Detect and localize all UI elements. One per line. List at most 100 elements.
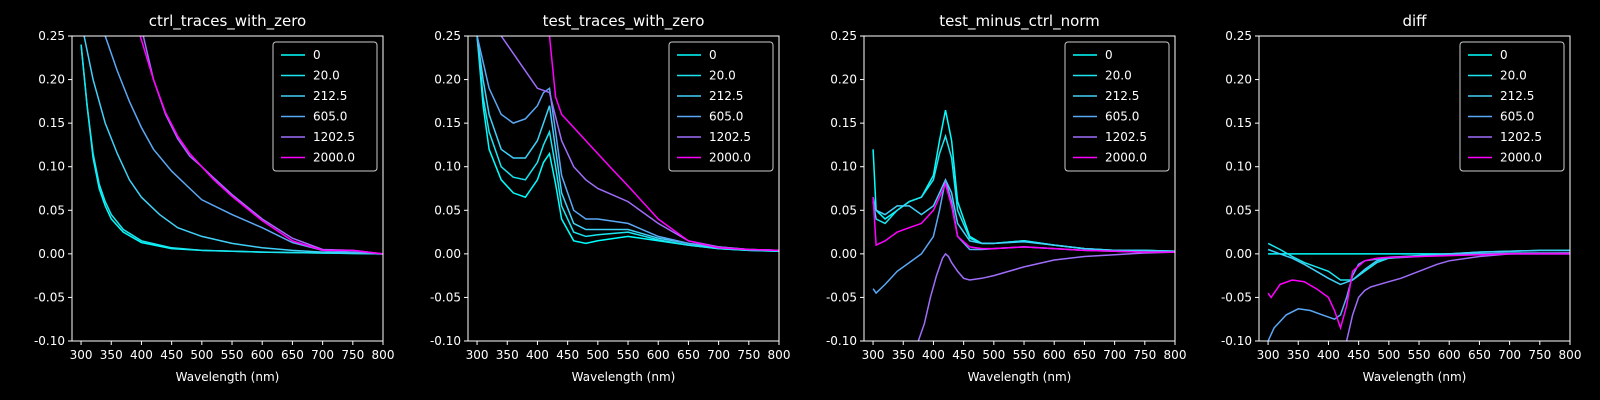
x-tick-label: 600: [1438, 348, 1461, 362]
y-tick-label: 0.05: [830, 203, 857, 217]
plot-area: 300 350 400 450 500 550 600 650 700 750 800 -0.10 -0…: [34, 29, 395, 362]
x-tick-label: 600: [647, 348, 670, 362]
series-line-1202.5: [1345, 252, 1570, 341]
x-tick-label: 350: [100, 348, 123, 362]
series-line-2000.0: [1267, 253, 1570, 331]
x-tick-label: 650: [281, 348, 304, 362]
legend-label: 212.5: [1500, 89, 1534, 103]
plot-area: 300 350 400 450 500 550 600 650 700 750 800 -0.10 -0…: [826, 29, 1187, 362]
series-line-212.5: [872, 178, 1175, 252]
legend-label: 20.0: [313, 69, 340, 83]
x-tick-label: 400: [130, 348, 153, 362]
x-tick-label: 700: [1103, 348, 1126, 362]
legend: 0 20.0 212.5 605.0 1202.5 2000.0: [1459, 41, 1565, 172]
legend-label: 20.0: [1105, 69, 1132, 83]
y-tick-label: 0.00: [434, 247, 461, 261]
legend-label: 1202.5: [1105, 130, 1147, 144]
axes-frame: [71, 35, 384, 342]
series-lines: [476, 36, 779, 252]
legend-box: [1459, 41, 1565, 172]
chart-title: ctrl_traces_with_zero: [149, 12, 306, 31]
y-tick-label: -0.05: [826, 290, 857, 304]
series-line-20.0: [80, 44, 383, 255]
legend-label: 212.5: [313, 89, 347, 103]
y-tick-label: 0.25: [830, 29, 857, 43]
y-tick-label: 0.05: [38, 203, 65, 217]
legend-label: 0: [313, 48, 321, 62]
series-lines: [80, 36, 383, 255]
chart-panel-test-minus-ctrl: test_minus_ctrl_norm Wavelength (nm) 300…: [826, 12, 1187, 384]
chart-panel-diff: diff Wavelength (nm) 300 350 400 450 500 550 6…: [1221, 12, 1582, 384]
x-tick-label: 300: [862, 348, 885, 362]
legend-label: 0: [1500, 48, 1508, 62]
series-lines: [872, 109, 1175, 341]
legend-label: 2000.0: [1500, 151, 1542, 165]
series-line-1202.5: [917, 251, 1175, 341]
y-tick-label: 0.00: [830, 247, 857, 261]
y-tick-label: 0.25: [434, 29, 461, 43]
y-tick-label: 0.00: [38, 247, 65, 261]
x-axis-label: Wavelength (nm): [572, 370, 676, 384]
x-tick-label: 550: [1013, 348, 1036, 362]
legend: 0 20.0 212.5 605.0 1202.5 2000.0: [1064, 41, 1170, 172]
y-tick-label: -0.05: [34, 290, 65, 304]
series-line-212.5: [1267, 248, 1570, 286]
y-tick-label: 0.00: [1225, 247, 1252, 261]
x-tick-label: 800: [372, 348, 395, 362]
y-tick-label: -0.10: [430, 334, 461, 348]
x-tick-label: 500: [982, 348, 1005, 362]
legend-label: 20.0: [709, 69, 736, 83]
legend-label: 605.0: [1105, 110, 1139, 124]
x-tick-label: 500: [586, 348, 609, 362]
x-tick-label: 600: [1043, 348, 1066, 362]
legend-label: 0: [1105, 48, 1113, 62]
series-line-1202.5: [142, 36, 383, 255]
y-tick-label: 0.05: [1225, 203, 1252, 217]
legend-label: 2000.0: [709, 151, 751, 165]
legend-label: 1202.5: [313, 130, 355, 144]
x-tick-label: 550: [617, 348, 640, 362]
y-tick-label: 0.15: [38, 116, 65, 130]
y-tick-label: -0.10: [34, 334, 65, 348]
x-tick-label: 300: [1257, 348, 1280, 362]
legend-box: [272, 41, 378, 172]
legend-label: 1202.5: [709, 130, 751, 144]
y-tick-label: 0.10: [830, 160, 857, 174]
plot-area: 300 350 400 450 500 550 600 650 700 750 800 -0.10 -0…: [1221, 29, 1582, 362]
y-tick-label: 0.10: [434, 160, 461, 174]
legend-box: [1064, 41, 1170, 172]
chart-title: test_minus_ctrl_norm: [939, 12, 1100, 31]
y-tick-label: 0.25: [1225, 29, 1252, 43]
x-tick-label: 450: [952, 348, 975, 362]
x-tick-label: 400: [526, 348, 549, 362]
x-tick-label: 450: [556, 348, 579, 362]
y-tick-label: -0.05: [1221, 290, 1252, 304]
x-tick-label: 300: [70, 348, 93, 362]
legend-label: 2000.0: [1105, 151, 1147, 165]
legend-box: [668, 41, 774, 172]
axes-frame: [863, 35, 1176, 342]
series-line-212.5: [83, 36, 383, 255]
series-line-20.0: [476, 36, 779, 252]
series-lines: [1267, 242, 1570, 341]
legend-label: 0: [709, 48, 717, 62]
axes-frame: [467, 35, 780, 342]
y-tick-label: 0.20: [830, 73, 857, 87]
x-tick-label: 650: [1468, 348, 1491, 362]
legend-label: 605.0: [1500, 110, 1534, 124]
x-tick-label: 750: [341, 348, 364, 362]
x-tick-label: 550: [221, 348, 244, 362]
x-tick-label: 800: [1164, 348, 1187, 362]
x-tick-label: 400: [922, 348, 945, 362]
plot-area: 300 350 400 450 500 550 600 650 700 750 800 -0.10 -0…: [430, 29, 791, 362]
series-line-2000.0: [548, 36, 779, 252]
x-tick-label: 450: [1347, 348, 1370, 362]
x-tick-label: 350: [1287, 348, 1310, 362]
x-tick-label: 700: [311, 348, 334, 362]
x-tick-label: 350: [892, 348, 915, 362]
chart-title: test_traces_with_zero: [543, 12, 705, 31]
legend-label: 1202.5: [1500, 130, 1542, 144]
y-tick-label: -0.10: [826, 334, 857, 348]
series-line-2000.0: [139, 36, 383, 255]
legend-label: 605.0: [313, 110, 347, 124]
